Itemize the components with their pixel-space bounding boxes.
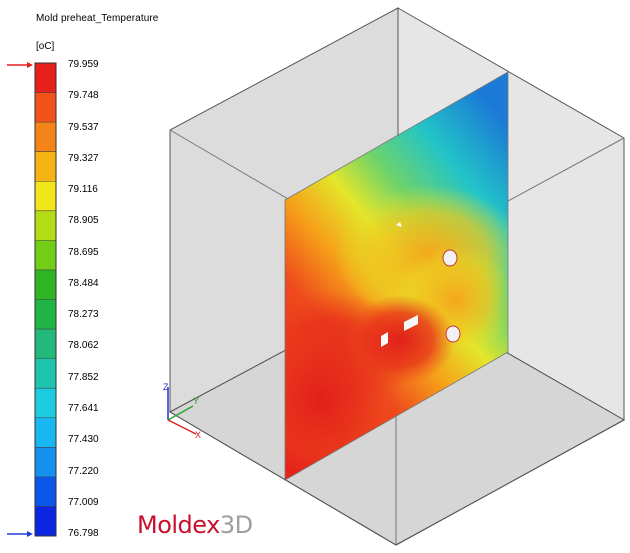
legend-tick-label: 79.748 [68,90,99,102]
legend-frame [34,62,57,537]
axis-x-label: X [195,430,201,440]
max-marker-icon [7,62,33,68]
legend-band [35,506,56,537]
legend-band [35,358,56,389]
axis-triad-icon [167,387,197,435]
legend-band [35,92,56,123]
legend-tick-label: 76.798 [68,528,99,539]
legend-band [35,210,56,241]
legend-tick-label: 79.116 [68,184,98,196]
brand-name: Moldex [137,511,220,539]
legend-tick-label: 77.852 [68,371,99,383]
legend-band [35,269,56,300]
legend-title: Mold preheat_Temperature [36,13,159,24]
legend-tick-label: 79.327 [68,152,99,164]
legend-tick-label: 78.695 [68,246,99,258]
min-marker-icon [7,531,33,537]
legend-tick-label: 79.537 [68,121,99,133]
color-legend [7,62,57,537]
axis-y-label: Y [193,396,199,406]
legend-band [35,122,56,153]
legend-band [35,388,56,419]
legend-tick-label: 77.220 [68,465,99,477]
legend-unit: [oC] [36,41,55,52]
bounding-box-front-edges [169,411,625,546]
legend-tick-label: 78.273 [68,309,99,321]
part-plate-contour[interactable] [250,72,525,480]
legend-band [35,240,56,271]
legend-bands [35,63,56,537]
legend-tick-label: 77.641 [68,402,99,414]
legend-tick-label: 78.062 [68,340,99,352]
brand-suffix: 3D [219,511,253,539]
legend-band [35,417,56,448]
legend-band [35,181,56,212]
legend-tick-label: 78.484 [68,277,99,289]
legend-tick-label: 78.905 [68,215,99,227]
legend-band [35,63,56,94]
legend-band [35,151,56,182]
legend-band [35,476,56,507]
legend-tick-label: 79.959 [68,59,99,70]
legend-band [35,329,56,360]
legend-band [35,447,56,478]
legend-tick-label: 77.430 [68,434,99,446]
part-holes [381,222,461,347]
moldex3d-logo: Moldex3D [137,511,253,539]
legend-band [35,299,56,330]
axis-z-label: Z [163,382,169,392]
legend-tick-label: 77.009 [68,496,99,508]
